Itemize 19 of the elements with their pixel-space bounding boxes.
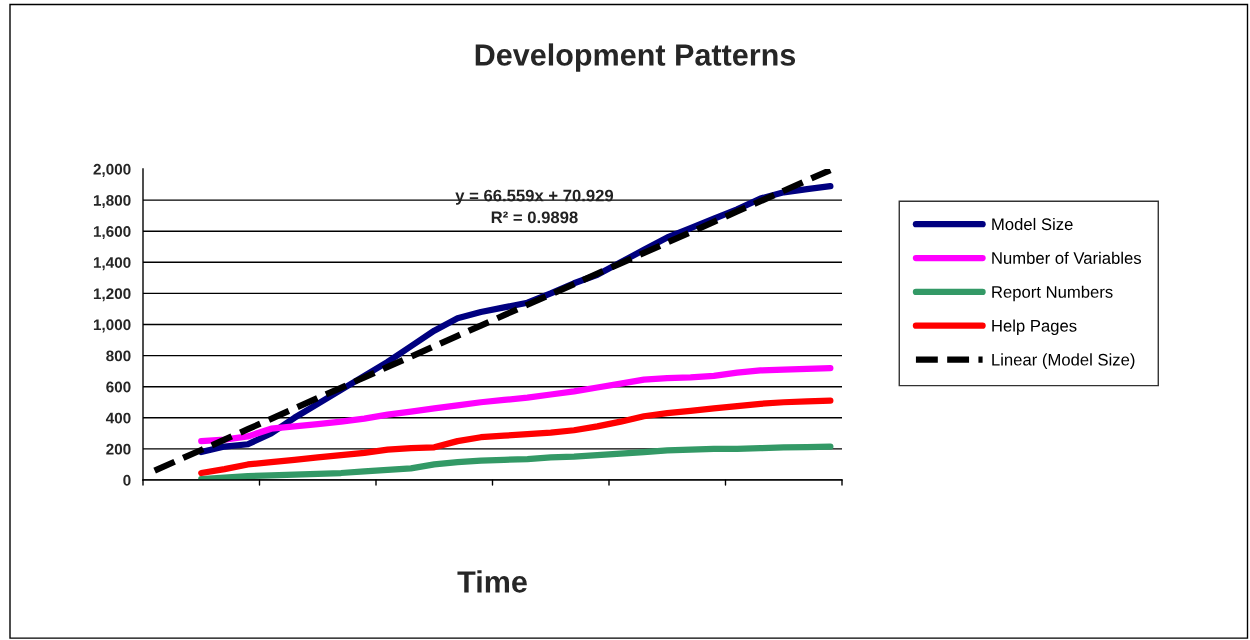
y-tick-label: 1,000 [93,319,131,333]
legend-label: Model Size [992,217,1073,231]
y-tick-label: 600 [106,381,131,393]
y-tick-label: 1,600 [93,226,131,240]
legend-label: Linear (Model Size) [992,353,1135,369]
y-tick-label: 0 [123,474,131,486]
legend-label: Report Numbers [992,285,1113,302]
legend-label: Help Pages [992,319,1077,336]
y-tick-label: 400 [105,412,131,424]
y-tick-label: 2,000 [93,163,131,177]
y-tick-label: 200 [106,443,131,455]
y-tick-label: 800 [106,350,131,362]
x-axis-title: Time [457,570,527,593]
y-tick-label: 1,400 [93,257,131,271]
annotation: R² = 0.9898 [491,211,578,224]
chart-title: Development Patterns [475,43,796,72]
y-tick-label: 1,200 [93,288,131,302]
y-tick-label: 1,800 [93,194,131,208]
legend-label: Number of Variables [992,251,1142,264]
